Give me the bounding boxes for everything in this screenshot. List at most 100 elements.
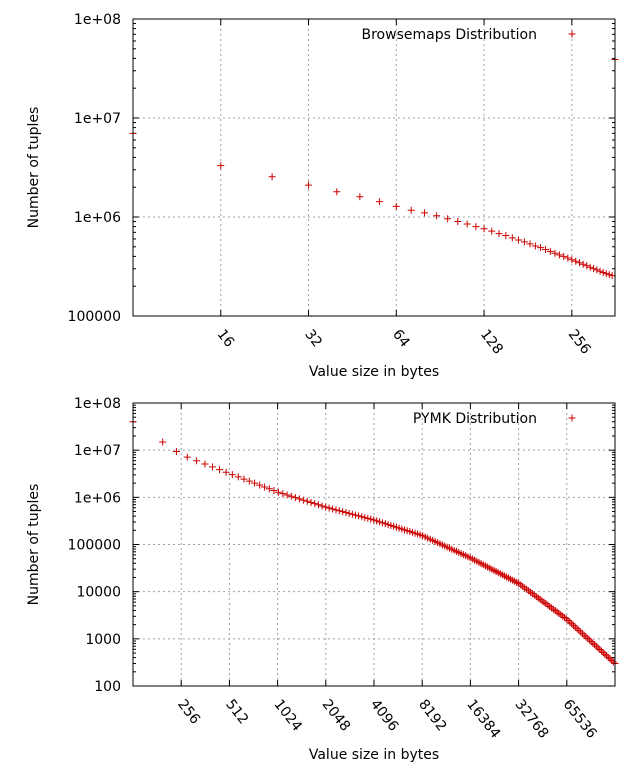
data-point [208, 463, 216, 471]
data-point [375, 198, 383, 206]
data-point [608, 272, 616, 280]
data-point [376, 518, 384, 526]
data-point [570, 621, 578, 629]
data-point [601, 650, 609, 658]
data-point [454, 218, 462, 226]
y-tick-label: 1e+07 [74, 443, 121, 459]
data-point [407, 206, 415, 214]
legend-label: PYMK Distribution [413, 411, 537, 427]
data-point [568, 620, 576, 628]
data-point [592, 642, 600, 650]
y-tick-label: 100 [94, 679, 121, 695]
data-point [279, 490, 287, 498]
data-point [599, 649, 607, 657]
data-point [342, 509, 350, 517]
data-point [283, 491, 291, 499]
data-point [367, 515, 375, 523]
data-point [345, 509, 353, 517]
data-point [531, 242, 539, 250]
legend-marker-icon [568, 414, 576, 422]
data-point [183, 453, 191, 461]
data-point [559, 612, 567, 620]
data-point [582, 633, 590, 641]
data-point [593, 266, 601, 274]
y-tick-label: 1e+06 [74, 490, 121, 506]
data-point [608, 656, 616, 664]
data-point [444, 215, 452, 223]
data-point [577, 628, 585, 636]
data-point [603, 652, 611, 660]
data-point [586, 263, 594, 271]
data-point [373, 517, 381, 525]
data-point [364, 514, 372, 522]
data-point [555, 251, 563, 259]
data-point [542, 245, 550, 253]
data-point [609, 658, 617, 666]
data-point [583, 262, 591, 270]
data-points [129, 418, 619, 667]
data-point [564, 254, 572, 262]
data-point [311, 500, 319, 508]
data-point [551, 249, 559, 257]
data-point [606, 655, 614, 663]
data-point [201, 460, 209, 468]
data-point [590, 265, 598, 273]
y-tick-label: 1e+07 [74, 111, 121, 127]
data-point [589, 639, 597, 647]
data-point [591, 641, 599, 649]
data-point [339, 508, 347, 516]
legend-marker-icon [568, 30, 576, 38]
data-point [329, 505, 337, 513]
y-tick-label: 1000 [85, 632, 121, 648]
data-point [222, 468, 230, 476]
data-point [472, 223, 480, 231]
data-point [245, 477, 253, 485]
data-point [560, 614, 568, 622]
data-point [295, 495, 303, 503]
data-point [274, 488, 282, 496]
data-point [358, 513, 366, 521]
data-point [605, 271, 613, 279]
data-point [193, 457, 201, 465]
data-point [433, 212, 441, 220]
data-point [584, 634, 592, 642]
data-point [566, 618, 574, 626]
data-point [332, 506, 340, 514]
data-point [291, 494, 299, 502]
data-point [580, 631, 588, 639]
data-point [568, 256, 576, 264]
data-point [228, 471, 236, 479]
data-point [307, 498, 315, 506]
y-tick-label: 1e+08 [74, 396, 121, 412]
data-point [546, 247, 554, 255]
data-point [520, 238, 528, 246]
data-point [240, 475, 248, 483]
data-point [488, 227, 496, 235]
data-point [356, 193, 364, 201]
data-point [502, 232, 510, 240]
data-point [585, 636, 593, 644]
data-point [599, 269, 607, 277]
data-point [303, 497, 311, 505]
y-tick-label: 1e+06 [74, 210, 121, 226]
data-point [526, 240, 534, 248]
y-tick-label: 100000 [68, 309, 121, 325]
data-points [129, 55, 619, 280]
data-point [265, 485, 273, 493]
y-axis-label: Number of tuples [26, 107, 42, 229]
legend: Browsemaps Distribution [362, 27, 576, 43]
data-point [560, 252, 568, 260]
data-point [576, 259, 584, 267]
data-point [268, 173, 276, 181]
data-point [594, 644, 602, 652]
data-point [421, 209, 429, 217]
y-axis-label: Number of tuples [26, 484, 42, 606]
data-point [159, 438, 167, 446]
data-point [571, 623, 579, 631]
data-point [322, 503, 330, 511]
data-point [261, 483, 269, 491]
y-tick-label: 10000 [76, 585, 121, 601]
legend: PYMK Distribution [413, 411, 576, 427]
data-point [355, 512, 363, 520]
